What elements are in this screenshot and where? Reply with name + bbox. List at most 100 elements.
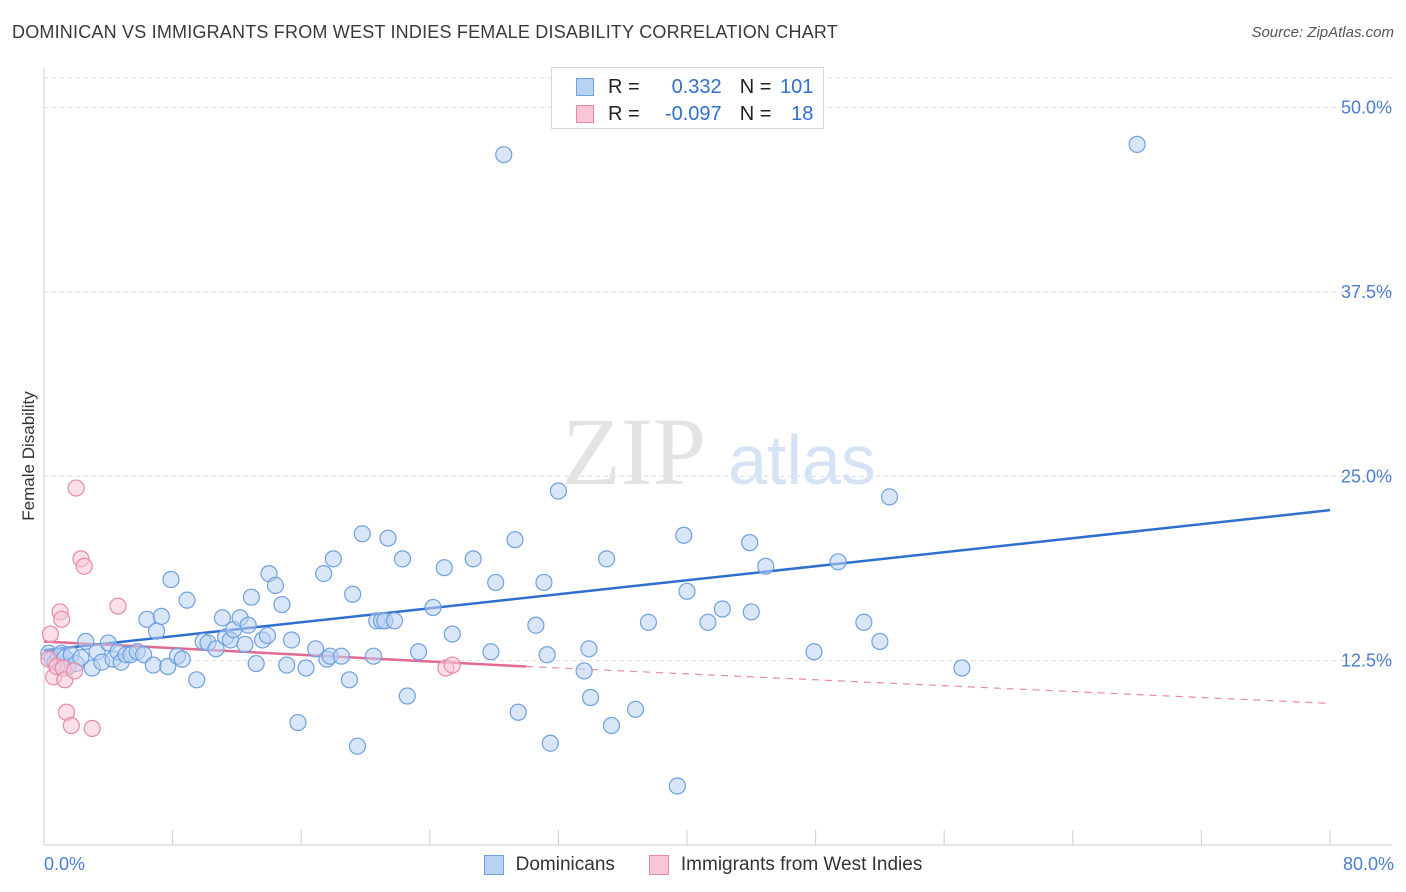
- legend-swatch-pink: [576, 105, 594, 123]
- point-dominicans: [443, 625, 461, 643]
- point-dominicans: [393, 550, 412, 568]
- point-dominicans: [344, 585, 362, 603]
- watermark: ZIP atlas: [562, 398, 876, 505]
- point-dominicans: [575, 662, 593, 680]
- point-dominicans: [675, 526, 693, 544]
- point-dominicans: [173, 650, 191, 668]
- point-dominicans: [364, 647, 383, 665]
- point-dominicans: [880, 488, 899, 506]
- point-dominicans: [757, 557, 775, 575]
- point-dominicans: [581, 688, 600, 707]
- point-dominicans: [324, 550, 342, 568]
- source-label: Source: ZipAtlas.com: [1251, 24, 1394, 41]
- point-dominicans: [258, 626, 277, 645]
- point-dominicans: [278, 656, 296, 674]
- point-dominicans: [353, 525, 371, 543]
- point-west-indies: [75, 557, 93, 575]
- point-dominicans: [464, 550, 482, 568]
- point-dominicans: [398, 687, 416, 705]
- point-dominicans: [506, 531, 524, 549]
- point-dominicans: [307, 640, 325, 658]
- point-dominicans: [282, 631, 301, 649]
- point-dominicans: [348, 737, 367, 755]
- point-dominicans: [266, 576, 285, 595]
- point-dominicans: [871, 632, 889, 651]
- point-dominicans: [409, 643, 428, 661]
- legend-item-dominicans[interactable]: Dominicans: [483, 854, 615, 876]
- r-value: 0.332: [671, 75, 722, 98]
- point-dominicans: [435, 559, 453, 577]
- point-west-indies: [65, 662, 84, 680]
- point-dominicans: [162, 570, 180, 589]
- n-label: N =: [739, 102, 772, 125]
- point-dominicans: [178, 591, 196, 609]
- point-dominicans: [713, 600, 731, 618]
- n-value: 101: [780, 75, 814, 98]
- y-tick-label: 12.5%: [1341, 651, 1392, 671]
- point-dominicans: [144, 656, 162, 674]
- correlation-legend: R = 0.332 N = 101 R = -0.097 N = 18: [551, 67, 824, 129]
- point-dominicans: [602, 716, 621, 735]
- point-dominicans: [297, 659, 315, 677]
- point-dominicans: [639, 613, 658, 631]
- y-tick-label: 25.0%: [1341, 466, 1392, 486]
- point-dominicans: [273, 595, 291, 614]
- y-tick-label: 50.0%: [1341, 98, 1392, 118]
- point-dominicans: [855, 613, 873, 631]
- grid-lines: [44, 77, 1392, 662]
- point-dominicans: [626, 700, 645, 718]
- point-dominicans: [315, 564, 333, 583]
- point-west-indies: [443, 656, 461, 674]
- point-dominicans: [242, 588, 260, 606]
- axes: [43, 68, 1392, 846]
- point-dominicans: [535, 573, 553, 592]
- point-dominicans: [509, 703, 527, 721]
- point-dominicans: [805, 643, 823, 661]
- point-west-indies: [53, 610, 71, 628]
- point-dominicans: [379, 529, 397, 547]
- legend-row-west-indies: R = -0.097 N = 18: [576, 101, 813, 127]
- r-label: R =: [608, 102, 640, 125]
- point-dominicans: [598, 550, 616, 568]
- y-tick-label: 37.5%: [1341, 282, 1392, 302]
- point-dominicans: [527, 616, 545, 634]
- point-dominicans: [495, 146, 513, 164]
- point-dominicans: [424, 598, 442, 617]
- point-west-indies: [83, 719, 101, 738]
- point-dominicans: [236, 635, 254, 654]
- series-legend: Dominicans Immigrants from West Indies: [0, 852, 1406, 878]
- point-dominicans: [207, 640, 225, 658]
- trend-line-dominicans: [43, 508, 1331, 652]
- point-dominicans: [239, 616, 257, 634]
- point-dominicans: [538, 646, 556, 664]
- point-dominicans: [953, 659, 971, 677]
- point-dominicans: [668, 777, 686, 795]
- point-dominicans: [699, 613, 717, 631]
- point-west-indies: [67, 479, 85, 497]
- legend-label: Immigrants from West Indies: [680, 854, 923, 875]
- y-axis-label: Female Disability: [19, 391, 38, 521]
- point-dominicans: [742, 603, 760, 621]
- legend-label: Dominicans: [515, 854, 615, 875]
- watermark-zip: ZIP: [562, 398, 706, 505]
- r-value: -0.097: [664, 102, 722, 125]
- n-label: N =: [739, 75, 772, 98]
- point-dominicans: [385, 612, 404, 630]
- point-dominicans: [332, 647, 350, 665]
- point-dominicans: [247, 654, 265, 673]
- legend-item-west-indies[interactable]: Immigrants from West Indies: [648, 854, 923, 876]
- point-west-indies: [62, 716, 80, 735]
- point-dominicans: [678, 582, 696, 600]
- point-west-indies: [41, 625, 60, 643]
- chart-title: DOMINICAN VS IMMIGRANTS FROM WEST INDIES…: [12, 22, 838, 42]
- legend-swatch-blue: [483, 855, 504, 875]
- point-dominicans: [188, 671, 206, 689]
- point-dominicans: [541, 734, 559, 752]
- data-points: [40, 135, 1146, 795]
- point-dominicans: [147, 622, 166, 640]
- r-label: R =: [608, 75, 640, 98]
- legend-row-dominicans: R = 0.332 N = 101: [576, 74, 813, 100]
- point-dominicans: [213, 609, 232, 627]
- point-dominicans: [77, 632, 95, 651]
- x-tick-label: 80.0%: [1343, 854, 1394, 874]
